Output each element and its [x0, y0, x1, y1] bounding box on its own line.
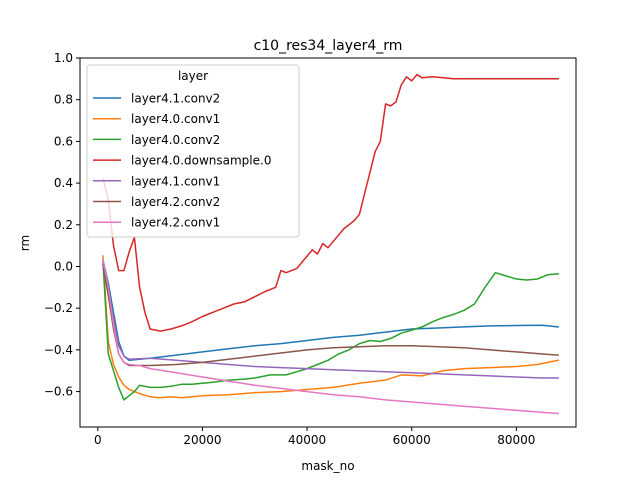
x-tick-label: 20000 [183, 433, 221, 447]
y-tick-label: 0.2 [54, 218, 73, 232]
x-axis-ticks: 0 20000 40000 60000 80000 [94, 427, 535, 447]
plot-frame [79, 57, 577, 428]
legend-label-5: layer4.2.conv2 [131, 195, 220, 209]
x-tick-label: 40000 [288, 433, 326, 447]
series-line-2 [102, 261, 560, 401]
x-tick-label: 0 [94, 433, 102, 447]
legend-label-3: layer4.0.downsample.0 [131, 154, 271, 168]
legend-label-0: layer4.1.conv2 [131, 92, 220, 106]
y-tick-label: 0.8 [54, 93, 73, 107]
x-axis-label: mask_no [301, 459, 354, 473]
y-tick-label: −0.4 [44, 343, 73, 357]
y-tick-label: 1.0 [54, 51, 73, 65]
x-tick-label: 80000 [497, 433, 535, 447]
series-line-6 [102, 259, 559, 415]
chart-title: c10_res34_layer4_rm [254, 38, 403, 54]
y-tick-label: −0.6 [44, 385, 73, 399]
y-axis-label: rm [18, 235, 32, 251]
legend-label-1: layer4.0.conv1 [131, 112, 220, 126]
series-layer [102, 73, 560, 415]
y-axis-ticks: −0.6 −0.4 −0.2 0.0 0.2 0.4 0.6 0.8 1.0 [44, 51, 80, 399]
legend-label-6: layer4.2.conv1 [131, 216, 220, 230]
y-tick-label: 0.0 [54, 259, 73, 273]
legend-entries: layer4.1.conv2 layer4.0.conv1 layer4.0.con… [93, 92, 271, 230]
x-tick-label: 60000 [393, 433, 431, 447]
legend: layer layer4.1.conv2layer4.0.conv1layer4… [86, 64, 300, 238]
series-line-3 [102, 73, 559, 332]
y-tick-label: 0.4 [54, 176, 73, 190]
legend-label-4: layer4.1.conv1 [131, 174, 220, 188]
series-line-1 [102, 255, 560, 399]
y-tick-label: −0.2 [44, 301, 73, 315]
legend-label-2: layer4.0.conv2 [131, 133, 220, 147]
series-line-4 [102, 263, 559, 379]
y-tick-label: 0.6 [54, 134, 73, 148]
legend-title: layer [178, 69, 208, 83]
legend-box [86, 64, 300, 238]
